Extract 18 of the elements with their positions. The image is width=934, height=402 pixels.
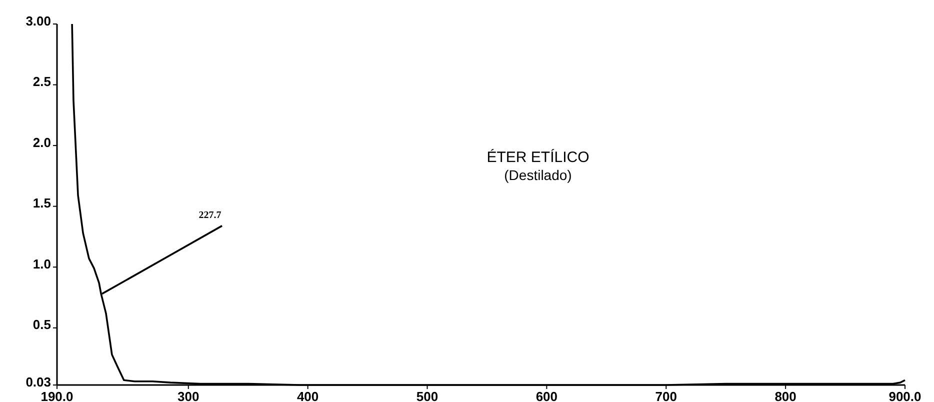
x-tick-label: 900.0 bbox=[888, 389, 922, 402]
x-tick-label: 600 bbox=[536, 389, 558, 402]
x-tick-label: 300 bbox=[178, 389, 200, 402]
x-tick-label: 500 bbox=[416, 389, 438, 402]
y-tick-label: 3.00 bbox=[26, 13, 51, 28]
x-tick-label: 800 bbox=[774, 389, 796, 402]
x-tick-label: 400 bbox=[296, 389, 319, 402]
y-tick-label: 2.0 bbox=[32, 134, 51, 150]
annotation: 227.7 bbox=[198, 210, 222, 221]
y-tick-label: 1.0 bbox=[32, 256, 51, 272]
text: ÉTER ETÍLICO bbox=[486, 148, 590, 166]
x-tick-label: 700 bbox=[655, 389, 677, 402]
y-tick-label: 0.5 bbox=[32, 317, 51, 332]
y-tick-label: 2.5 bbox=[32, 74, 51, 90]
y-tick-label: 0.03 bbox=[26, 374, 51, 390]
y-tick-label: 1.5 bbox=[32, 196, 51, 211]
x-tick-label: 190.0 bbox=[40, 389, 74, 402]
text: (Destilado) bbox=[504, 167, 572, 183]
